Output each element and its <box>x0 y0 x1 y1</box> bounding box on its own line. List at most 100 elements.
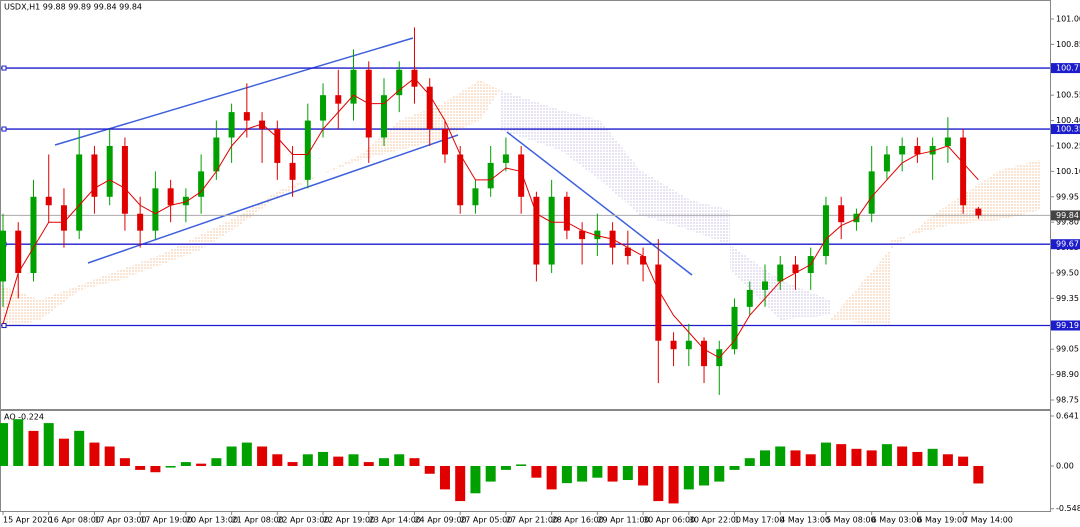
ao-bar <box>226 446 237 466</box>
x-tick-label: 22 Apr 19:00 <box>323 516 375 525</box>
ao-bar <box>470 465 481 494</box>
x-tick-label: 28 Apr 16:00 <box>552 516 604 525</box>
level-box <box>1051 239 1080 250</box>
candle-body <box>746 289 753 307</box>
chart-title: USDX,H1 99.88 99.89 99.84 99.84 <box>4 3 142 12</box>
y-tick-label: 100.10 <box>1056 167 1080 176</box>
candle-body <box>274 129 281 163</box>
y-tick-label: 99.95 <box>1056 192 1079 201</box>
ao-bar <box>43 423 54 466</box>
ao-bar <box>546 465 557 490</box>
level-label: 100.71 <box>1056 64 1080 73</box>
ao-bar <box>683 465 694 490</box>
level-label: 99.67 <box>1056 240 1079 249</box>
ao-bar <box>851 448 862 466</box>
x-tick-label: 22 Apr 03:00 <box>277 516 329 525</box>
ao-bar <box>607 465 618 482</box>
x-tick-label: 21 Apr 08:00 <box>232 516 284 525</box>
ao-bar <box>729 465 740 470</box>
candle-body <box>868 171 875 214</box>
candle-body <box>441 129 448 155</box>
ao-bar <box>424 465 435 474</box>
level-label: 100.35 <box>1056 125 1080 134</box>
candle-body <box>60 205 67 231</box>
ao-bar <box>836 444 847 466</box>
ao-bar <box>866 450 877 466</box>
y2-tick-label: -0.548 <box>1056 504 1080 513</box>
candle-body <box>457 154 464 206</box>
candle-body <box>624 247 631 257</box>
y-tick-label: 98.90 <box>1056 370 1079 379</box>
x-tick-label: 4 May 13:00 <box>780 516 830 525</box>
ao-bar <box>881 444 892 466</box>
ao-bar <box>531 465 542 478</box>
x-tick-label: 5 May 08:00 <box>826 516 876 525</box>
candle-body <box>76 154 83 231</box>
indicator-title: AO -0.224 <box>4 413 44 422</box>
ao-bar <box>699 465 710 486</box>
candle-body <box>320 95 327 121</box>
ao-bar <box>714 465 725 482</box>
ao-bar <box>302 454 313 466</box>
ao-bar <box>165 465 176 468</box>
x-tick-label: 17 Apr 19:00 <box>140 516 192 525</box>
candle-body <box>762 281 768 290</box>
candle-body <box>30 196 37 273</box>
ao-bar <box>257 446 268 466</box>
ao-bar <box>790 450 801 466</box>
candle-body <box>960 137 967 206</box>
ao-bar <box>13 419 24 466</box>
x-tick-label: 27 Apr 21:00 <box>506 516 558 525</box>
candle-body <box>579 230 586 240</box>
x-tick-label: 30 Apr 06:00 <box>643 516 695 525</box>
candle-body <box>822 205 829 257</box>
ao-bar <box>958 456 969 466</box>
ao-bar <box>379 458 389 466</box>
ao-bar <box>363 462 374 466</box>
level-box <box>1051 124 1080 135</box>
candle-body <box>350 69 357 104</box>
level-box <box>1051 320 1080 331</box>
candle-body <box>472 188 479 206</box>
candle-body <box>198 171 205 197</box>
ao-bar <box>516 464 527 466</box>
y-tick-label: 101.00 <box>1056 14 1080 23</box>
ao-bar <box>104 446 115 466</box>
candle-body <box>106 145 113 197</box>
ao-bar <box>622 465 633 481</box>
ao-bar <box>760 450 770 466</box>
candle-body <box>243 112 250 121</box>
trend-line <box>506 131 693 276</box>
candle-body <box>381 95 387 138</box>
ao-bar <box>348 454 359 466</box>
cloud <box>830 160 1040 325</box>
ao-bar <box>28 430 39 466</box>
y-tick-label: 100.85 <box>1056 40 1080 49</box>
ao-bar <box>805 454 816 466</box>
y-tick-label: 100.55 <box>1056 91 1080 100</box>
ao-bar <box>668 465 679 504</box>
cloud <box>0 80 500 330</box>
x-tick-label: 7 May 14:00 <box>963 516 1013 525</box>
y-tick-label: 100.25 <box>1056 141 1080 150</box>
candle-body <box>899 145 906 155</box>
candle-body <box>137 213 144 231</box>
ao-bar <box>196 463 207 466</box>
ao-bar <box>333 456 344 466</box>
current-price-box <box>1051 210 1080 221</box>
candle-body <box>152 188 159 231</box>
ao-bar <box>74 430 85 466</box>
ao-bar <box>927 448 938 466</box>
candle-body <box>335 95 342 104</box>
x-tick-label: 30 Apr 22:00 <box>689 516 741 525</box>
current-price-label: 99.84 <box>1056 211 1079 220</box>
main-frame <box>0 0 1051 410</box>
candle-body <box>929 145 936 155</box>
candle-body <box>15 230 22 273</box>
x-tick-label: 23 Apr 14:00 <box>369 516 421 525</box>
y-tick-label: 100.40 <box>1056 116 1080 125</box>
candle-body <box>975 208 982 216</box>
x-tick-label: 6 May 19:00 <box>917 516 967 525</box>
ao-bar <box>89 442 100 466</box>
